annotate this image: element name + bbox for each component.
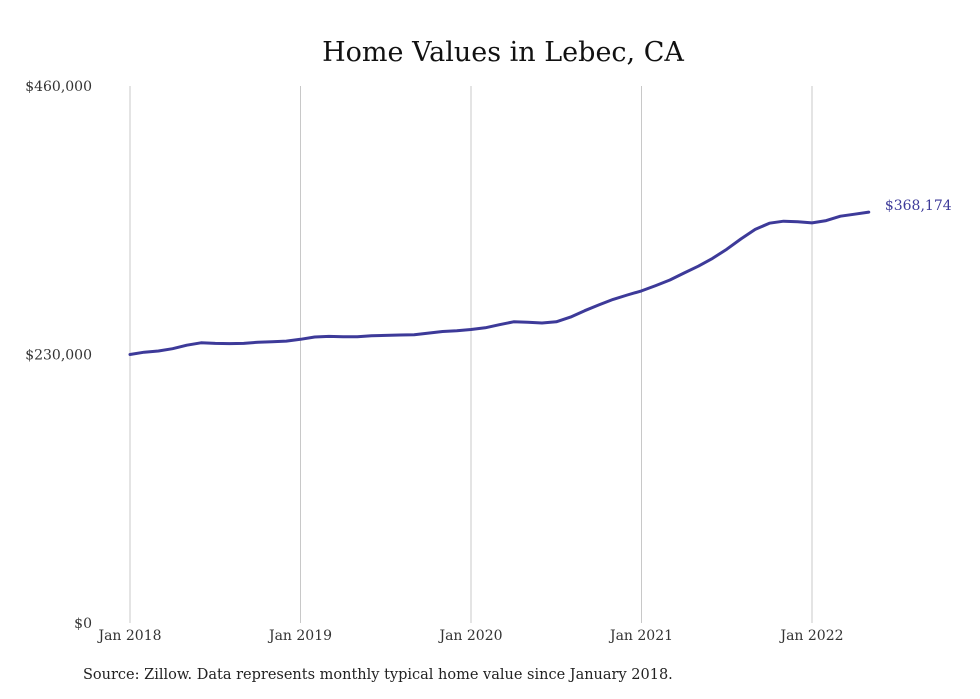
x-tick-label: Jan 2021 xyxy=(608,628,673,644)
y-tick-label: $230,000 xyxy=(25,348,92,364)
x-tick-label: Jan 2018 xyxy=(96,628,161,644)
y-tick-label: $460,000 xyxy=(25,79,92,95)
x-tick-label: Jan 2019 xyxy=(267,628,332,644)
x-axis-ticks: Jan 2018 Jan 2019 Jan 2020 Jan 2021 Jan 2022 xyxy=(96,628,843,644)
source-note: Source: Zillow. Data represents monthly … xyxy=(83,667,673,683)
x-tick-label: Jan 2022 xyxy=(778,628,843,644)
series-line xyxy=(128,210,871,356)
end-value-label: $368,174 xyxy=(885,198,952,214)
series-layer: $368,174 xyxy=(128,198,952,356)
chart-title: Home Values in Lebec, CA xyxy=(322,37,684,68)
x-tick-label: Jan 2020 xyxy=(437,628,502,644)
y-axis-ticks: $0 $230,000 $460,000 xyxy=(25,79,92,632)
y-tick-label: $0 xyxy=(74,616,92,632)
grid-lines xyxy=(129,86,813,623)
